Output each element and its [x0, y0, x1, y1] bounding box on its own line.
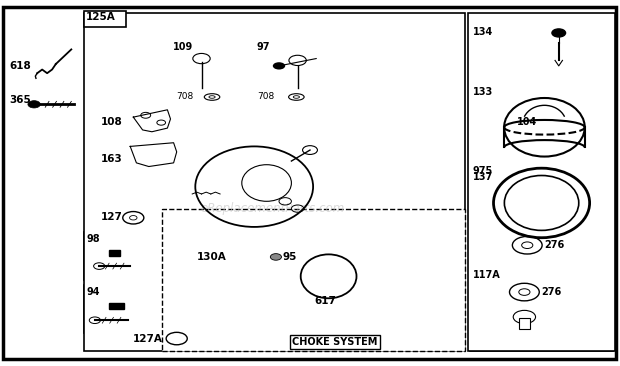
Text: 618: 618: [9, 61, 31, 71]
Text: 95: 95: [282, 252, 296, 262]
Bar: [470, 269, 613, 351]
Bar: [170, 40, 245, 117]
Bar: [108, 303, 124, 309]
Bar: [470, 26, 613, 82]
Text: 109: 109: [173, 42, 193, 52]
Bar: [108, 250, 120, 256]
Text: 125A: 125A: [86, 12, 116, 22]
Text: 104: 104: [516, 117, 537, 127]
Text: 133: 133: [472, 87, 493, 97]
Bar: [468, 13, 615, 351]
Bar: [470, 165, 613, 265]
Bar: [162, 209, 465, 351]
Bar: [84, 285, 151, 333]
Circle shape: [270, 254, 281, 260]
Text: 708: 708: [177, 93, 194, 101]
Text: 117A: 117A: [472, 270, 500, 280]
Text: 617: 617: [314, 296, 337, 306]
Text: 97: 97: [257, 42, 270, 52]
Bar: [470, 86, 613, 161]
Bar: [84, 11, 126, 27]
Bar: [254, 40, 329, 117]
Circle shape: [273, 62, 285, 70]
Text: 365: 365: [9, 94, 31, 105]
Text: 163: 163: [101, 154, 123, 164]
Text: eReplacementParts.com: eReplacementParts.com: [201, 202, 345, 215]
Text: 130A: 130A: [197, 252, 227, 262]
Circle shape: [552, 29, 565, 37]
Text: 98: 98: [86, 234, 100, 244]
Text: 708: 708: [257, 93, 275, 101]
Text: 276: 276: [544, 240, 565, 250]
Text: 108: 108: [101, 116, 123, 127]
Bar: [84, 232, 151, 280]
Bar: [519, 318, 530, 329]
Text: CHOKE SYSTEM: CHOKE SYSTEM: [292, 337, 378, 347]
Text: 975: 975: [472, 166, 493, 176]
Bar: [84, 13, 465, 351]
Text: 127: 127: [101, 212, 123, 222]
Text: 276: 276: [542, 287, 562, 297]
Text: 94: 94: [86, 287, 100, 297]
Text: 127A: 127A: [133, 333, 163, 344]
Text: 137: 137: [473, 172, 494, 182]
Circle shape: [28, 101, 40, 108]
Text: 134: 134: [472, 27, 493, 37]
